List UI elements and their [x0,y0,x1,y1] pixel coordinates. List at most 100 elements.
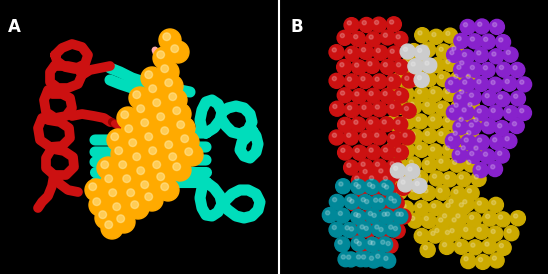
Circle shape [454,33,469,48]
Circle shape [389,77,393,81]
Circle shape [145,143,167,165]
Circle shape [467,62,482,77]
Circle shape [458,142,473,158]
Circle shape [161,75,183,97]
Circle shape [415,181,419,186]
Circle shape [386,115,401,130]
Circle shape [351,236,366,251]
Circle shape [424,216,429,221]
Circle shape [436,72,451,87]
Circle shape [470,65,475,70]
Circle shape [340,33,345,38]
Circle shape [390,104,394,109]
Circle shape [443,200,458,215]
Circle shape [424,246,427,250]
Circle shape [396,212,400,216]
Circle shape [454,239,469,254]
Circle shape [476,166,481,170]
Circle shape [470,152,474,156]
Circle shape [111,133,118,141]
Circle shape [344,18,359,33]
Circle shape [464,227,468,232]
Circle shape [459,117,463,121]
Circle shape [386,17,401,32]
Circle shape [346,255,351,259]
Circle shape [469,123,473,127]
Circle shape [145,81,167,103]
Circle shape [113,211,135,233]
Circle shape [392,99,407,114]
Circle shape [509,118,524,133]
Circle shape [399,201,414,216]
Circle shape [397,63,401,67]
Circle shape [171,45,179,53]
Circle shape [493,138,497,142]
Circle shape [133,163,155,185]
Circle shape [498,124,502,128]
Circle shape [387,132,402,147]
Circle shape [379,209,394,224]
Circle shape [362,196,376,211]
Circle shape [436,129,451,144]
Circle shape [464,157,478,172]
Circle shape [482,239,496,254]
Circle shape [470,37,475,41]
Circle shape [520,109,524,113]
Circle shape [365,208,380,223]
Circle shape [449,199,453,204]
Circle shape [494,148,510,163]
Circle shape [149,95,171,117]
Circle shape [393,117,408,132]
Circle shape [464,257,468,261]
Circle shape [450,50,454,55]
Circle shape [395,188,399,192]
Circle shape [97,157,119,179]
Circle shape [366,88,381,103]
Circle shape [439,132,443,136]
Circle shape [460,19,475,35]
Circle shape [402,89,406,93]
Circle shape [376,195,391,210]
Circle shape [438,104,443,108]
Circle shape [338,145,352,160]
Circle shape [460,61,464,65]
Circle shape [149,147,157,155]
Circle shape [450,128,465,143]
Circle shape [488,162,503,176]
Circle shape [387,46,402,61]
Circle shape [127,197,149,219]
Circle shape [358,159,373,174]
Circle shape [344,194,359,209]
Circle shape [474,224,489,239]
Circle shape [457,242,461,247]
Circle shape [406,157,421,172]
Circle shape [369,91,373,96]
Circle shape [492,52,496,56]
Circle shape [145,133,152,141]
Circle shape [431,147,435,151]
Circle shape [466,74,470,78]
Circle shape [356,184,361,189]
Circle shape [337,30,352,45]
Circle shape [347,77,351,81]
Circle shape [137,177,159,199]
Circle shape [443,56,458,72]
Circle shape [177,121,185,129]
Circle shape [397,91,401,95]
Circle shape [353,35,358,39]
Circle shape [354,120,358,124]
Circle shape [414,200,429,215]
Circle shape [422,128,437,143]
Circle shape [414,45,430,60]
Circle shape [446,230,449,235]
Circle shape [411,132,415,136]
Circle shape [352,145,367,160]
Circle shape [347,21,351,25]
Circle shape [347,197,351,202]
Circle shape [353,210,368,225]
Circle shape [418,60,422,64]
Circle shape [481,119,496,134]
Circle shape [489,49,504,64]
Circle shape [432,61,437,65]
Circle shape [490,165,495,169]
